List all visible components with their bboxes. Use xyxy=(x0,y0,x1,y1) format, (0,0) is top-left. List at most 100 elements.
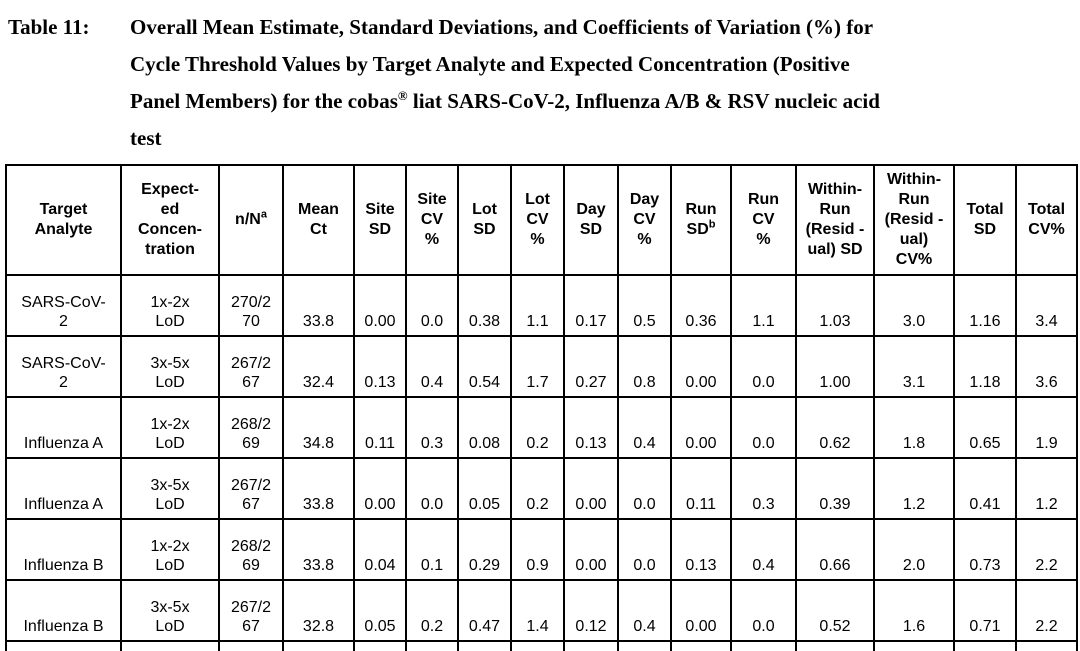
table-cell: 0.4 xyxy=(405,335,459,398)
table-cell: 0.12 xyxy=(563,579,619,642)
table-cell xyxy=(5,640,122,651)
table-cell: 1.8 xyxy=(873,396,955,459)
table-cell: 32.4 xyxy=(282,335,355,398)
table-cell: 1.16 xyxy=(953,274,1017,337)
table-cell: 0.13 xyxy=(563,396,619,459)
table-cell: 3x-5x LoD xyxy=(120,579,220,642)
table-cell: 0.00 xyxy=(563,457,619,520)
table-cell xyxy=(405,640,459,651)
table-cell: Influenza A xyxy=(5,396,122,459)
table-cell: 0.62 xyxy=(795,396,875,459)
column-header-label: n/N xyxy=(235,211,261,228)
table-cell: 3.6 xyxy=(1015,335,1078,398)
table-cell: 0.8 xyxy=(617,335,672,398)
table-cell: 0.00 xyxy=(670,579,732,642)
table-cell: 270/2 70 xyxy=(218,274,284,337)
table-cell: 0.36 xyxy=(670,274,732,337)
table-cell: 0.0 xyxy=(730,396,797,459)
table-cell: 0.00 xyxy=(353,274,407,337)
column-header: Total SD xyxy=(953,164,1017,276)
table-cell xyxy=(218,640,284,651)
column-header-label: Total SD xyxy=(966,201,1004,238)
table-caption: Table 11: Overall Mean Estimate, Standar… xyxy=(8,9,1080,157)
column-header: Run CV % xyxy=(730,164,797,276)
column-header: Within- Run (Resid - ual) SD xyxy=(795,164,875,276)
table-cell: Influenza B xyxy=(5,518,122,581)
table-header: Target Analyte Expect- ed Concen- tration… xyxy=(5,164,1078,276)
column-header-label: Run SD xyxy=(685,201,717,238)
table-cell: 1.1 xyxy=(730,274,797,337)
column-header-label: Day CV % xyxy=(629,191,660,248)
table-cell: 0.00 xyxy=(563,518,619,581)
column-header: Day SD xyxy=(563,164,619,276)
table-cell: 0.05 xyxy=(353,579,407,642)
table-cell: 268/2 69 xyxy=(218,396,284,459)
table-cell: 1.6 xyxy=(873,579,955,642)
table-cell: 0.04 xyxy=(353,518,407,581)
column-header: Lot SD xyxy=(457,164,512,276)
table-cell: 0.4 xyxy=(617,396,672,459)
table-cell: 1.4 xyxy=(510,579,565,642)
table-cell: 0.1 xyxy=(405,518,459,581)
table-cell: Influenza B xyxy=(5,579,122,642)
table-cell: 1x-2x LoD xyxy=(120,274,220,337)
table-cell: 0.3 xyxy=(405,396,459,459)
table-cell: 0.11 xyxy=(670,457,732,520)
column-header: Total CV% xyxy=(1015,164,1078,276)
column-header: Expect- ed Concen- tration xyxy=(120,164,220,276)
table-cell: 3.0 xyxy=(873,274,955,337)
table-cell: 1x-2x LoD xyxy=(120,518,220,581)
table-cell xyxy=(795,640,875,651)
table-cell: 0.47 xyxy=(457,579,512,642)
table-cell: 0.00 xyxy=(353,457,407,520)
table-cell: 0.0 xyxy=(730,579,797,642)
table-cell: SARS-CoV- 2 xyxy=(5,335,122,398)
table-cell xyxy=(617,640,672,651)
table-cell: 34.8 xyxy=(282,396,355,459)
table-row: SARS-CoV- 2 3x-5x LoD 267/2 67 32.4 0.13 0.4 0… xyxy=(5,335,1078,398)
table-cell: 0.29 xyxy=(457,518,512,581)
table-cell: 0.2 xyxy=(510,396,565,459)
table-cell: 1.9 xyxy=(1015,396,1078,459)
column-header-label: Target Analyte xyxy=(34,201,93,238)
caption-line: Cycle Threshold Values by Target Analyte… xyxy=(130,52,850,76)
caption-line: test xyxy=(130,126,162,150)
table-cell: 0.39 xyxy=(795,457,875,520)
table-cell: 0.66 xyxy=(795,518,875,581)
table-cell: 0.38 xyxy=(457,274,512,337)
column-header-label: Total CV% xyxy=(1027,201,1066,238)
table-cell: 1.00 xyxy=(795,335,875,398)
table-cell: 0.2 xyxy=(405,579,459,642)
table-row: Influenza B 1x-2x LoD 268/2 69 33.8 0.04 0.1 0… xyxy=(5,518,1078,581)
caption-label: Table 11: xyxy=(8,15,90,39)
table-cell: 2.2 xyxy=(1015,518,1078,581)
table-row-clipped xyxy=(5,640,1078,651)
table-cell xyxy=(457,640,512,651)
table-cell: 1.1 xyxy=(510,274,565,337)
table-cell: 0.0 xyxy=(405,457,459,520)
table-cell xyxy=(953,640,1017,651)
table-cell: 0.4 xyxy=(617,579,672,642)
table-cell: 0.73 xyxy=(953,518,1017,581)
table-row: Influenza A 3x-5x LoD 267/2 67 33.8 0.00 0.0 0… xyxy=(5,457,1078,520)
column-header-superscript: a xyxy=(260,208,267,221)
table-cell: 0.52 xyxy=(795,579,875,642)
table-row: SARS-CoV- 2 1x-2x LoD 270/2 70 33.8 0.00 0.0 0… xyxy=(5,274,1078,337)
table-cell: 0.0 xyxy=(405,274,459,337)
column-header-label: Expect- ed Concen- tration xyxy=(138,181,202,258)
table-cell: 0.9 xyxy=(510,518,565,581)
table-cell: 32.8 xyxy=(282,579,355,642)
table-cell: 0.3 xyxy=(730,457,797,520)
table-cell: 268/2 69 xyxy=(218,518,284,581)
table-cell: 0.0 xyxy=(730,335,797,398)
table-cell: 1.2 xyxy=(1015,457,1078,520)
column-header-label: Lot CV % xyxy=(525,191,550,248)
column-header-label: Within- Run (Resid - ual) CV% xyxy=(884,171,944,268)
table-cell: 33.8 xyxy=(282,518,355,581)
table-cell: 3.1 xyxy=(873,335,955,398)
column-header-label: Site CV % xyxy=(417,191,447,248)
column-header: Run SDb xyxy=(670,164,732,276)
caption-line: Overall Mean Estimate, Standard Deviatio… xyxy=(130,15,874,39)
table-cell: 267/2 67 xyxy=(218,457,284,520)
column-header: n/Na xyxy=(218,164,284,276)
